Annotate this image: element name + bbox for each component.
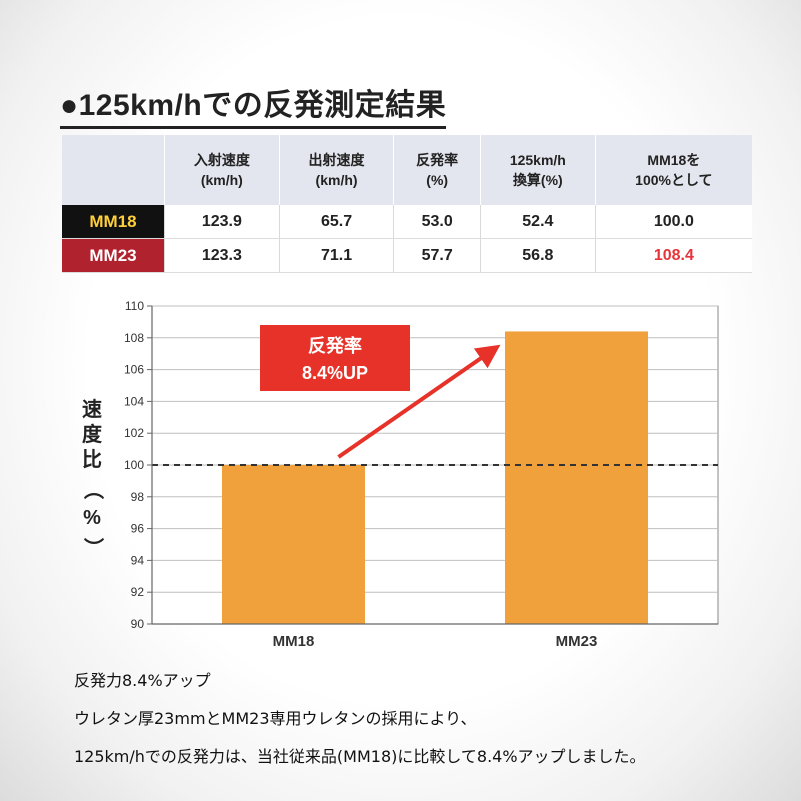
y-tick-label: 98 [131, 490, 145, 504]
y-tick-label: 108 [124, 331, 144, 345]
y-axis-label-char: （ [81, 479, 104, 500]
x-tick-label: MM23 [556, 633, 598, 650]
header-incident-speed-line2: (km/h) [200, 172, 243, 188]
header-exit-speed-line1: 出射速度 [308, 151, 365, 168]
y-tick-label: 96 [131, 522, 145, 536]
y-axis-label: 速 度 比 （ % ） [76, 398, 108, 564]
annotation-text: 8.4%UP [302, 363, 368, 383]
x-tick-label: MM18 [273, 633, 315, 650]
page-title: ●125km/hでの反発測定結果 [60, 80, 447, 129]
increase-arrow [337, 344, 501, 459]
table-cell: 71.1 [278, 238, 394, 273]
y-tick-label: 102 [124, 426, 144, 440]
table-corner-cell [62, 135, 165, 205]
header-relative: MM18を 100%として [594, 135, 752, 205]
y-axis-label-char: 速 [82, 399, 102, 421]
y-tick-label: 90 [131, 617, 145, 631]
header-converted-line2: 換算(%) [512, 172, 563, 188]
table-header-row: 入射速度 (km/h) 出射速度 (km/h) 反発率 (%) 125km/h 換算(%… [62, 135, 752, 205]
y-tick-label: 94 [131, 553, 145, 567]
header-exit-speed-line2: (km/h) [315, 172, 358, 188]
plot-area [151, 305, 719, 625]
row-label-mm18: MM18 [62, 205, 165, 239]
y-axis-label-char: 度 [82, 424, 102, 446]
table-cell: 53.0 [393, 205, 481, 239]
y-tick-label: 92 [131, 585, 145, 599]
notes: 反発力8.4%アップ ウレタン厚23mmとMM23専用ウレタンの採用により、 1… [74, 667, 646, 781]
bar [505, 331, 648, 624]
results-table: 入射速度 (km/h) 出射速度 (km/h) 反発率 (%) 125km/h 換算(%… [62, 135, 752, 273]
header-incident-speed-line1: 入射速度 [193, 151, 250, 168]
y-tick-label: 100 [124, 458, 144, 472]
annotation-text: 反発率 [308, 335, 362, 357]
table-cell-highlight: 108.4 [594, 238, 752, 273]
table-cell: 123.3 [164, 238, 280, 273]
table-row: MM23 123.3 71.1 57.7 56.8 108.4 [62, 238, 752, 273]
table-row: MM18 123.9 65.7 53.0 52.4 100.0 [62, 205, 752, 239]
header-converted: 125km/h 換算(%) [479, 135, 596, 205]
table-cell: 57.7 [393, 238, 481, 273]
header-rebound-rate-line1: 反発率 [416, 151, 459, 168]
y-tick-label: 104 [124, 394, 144, 408]
y-tick-label: 106 [124, 363, 144, 377]
y-axis-label-char: ） [81, 537, 104, 558]
note-line: ウレタン厚23mmとMM23専用ウレタンの採用により、 [74, 709, 477, 728]
bar [222, 465, 365, 624]
y-axis-label-char: % [83, 507, 101, 529]
table-cell: 100.0 [594, 205, 752, 239]
header-relative-line2: 100%として [635, 172, 713, 188]
note-line: 125km/hでの反発力は、当社従来品(MM18)に比較して8.4%アップしまし… [74, 747, 646, 766]
y-axis-label-char: 比 [82, 449, 102, 471]
header-relative-line1: MM18を [647, 151, 701, 168]
header-rebound-rate: 反発率 (%) [393, 135, 481, 205]
header-incident-speed: 入射速度 (km/h) [164, 135, 280, 205]
table-cell: 56.8 [479, 238, 596, 273]
header-converted-line1: 125km/h [509, 151, 566, 168]
header-rebound-rate-line2: (%) [426, 172, 449, 188]
note-line: 反発力8.4%アップ [74, 671, 211, 690]
y-tick-label: 110 [125, 299, 144, 313]
header-exit-speed: 出射速度 (km/h) [278, 135, 394, 205]
row-label-mm23: MM23 [62, 238, 165, 273]
table-cell: 52.4 [479, 205, 596, 239]
table-cell: 65.7 [278, 205, 394, 239]
annotation-box [260, 325, 410, 391]
table-cell: 123.9 [164, 205, 280, 239]
